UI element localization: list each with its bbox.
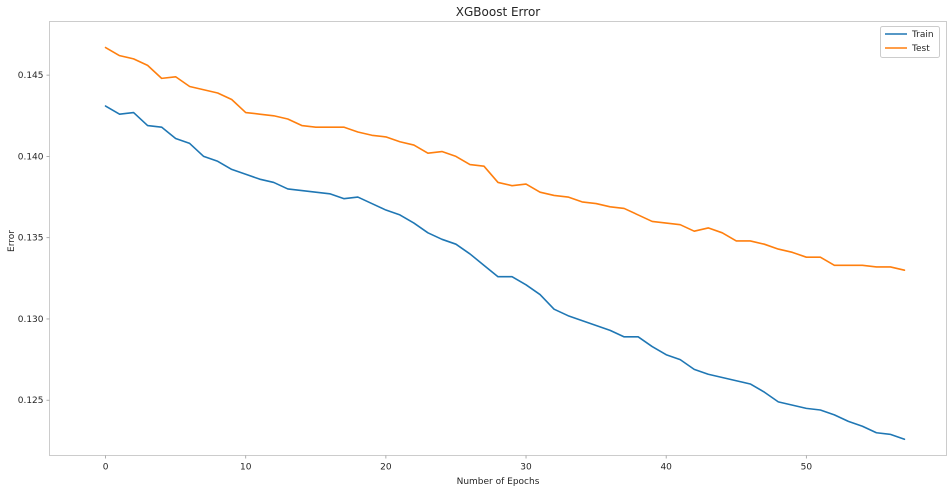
legend-label-test: Test [911,44,930,54]
y-tick-label: 0.140 [18,152,44,162]
x-axis-ticks: 0 10 20 30 40 50 [103,455,813,473]
x-tick-label: 50 [801,463,813,473]
x-tick-label: 20 [380,463,392,473]
x-tick-label: 0 [103,463,109,473]
y-tick-label: 0.135 [18,234,44,244]
y-tick-label: 0.130 [18,315,44,325]
x-tick-label: 30 [520,463,532,473]
y-axis-ticks: 0.125 0.130 0.135 0.140 0.145 [18,71,50,406]
x-tick-label: 40 [660,463,672,473]
legend-label-train: Train [911,30,934,40]
chart-title: XGBoost Error [456,5,541,19]
series-layer [104,46,906,441]
y-tick-label: 0.125 [18,396,44,406]
series-line-train [104,105,906,441]
x-axis-label: Number of Epochs [457,477,540,487]
x-tick-label: 10 [240,463,252,473]
plot-area-frame [49,21,947,456]
y-axis-label: Error [7,230,17,252]
legend: Train Test [880,26,940,58]
y-tick-label: 0.145 [18,71,44,81]
series-line-test [104,46,906,272]
